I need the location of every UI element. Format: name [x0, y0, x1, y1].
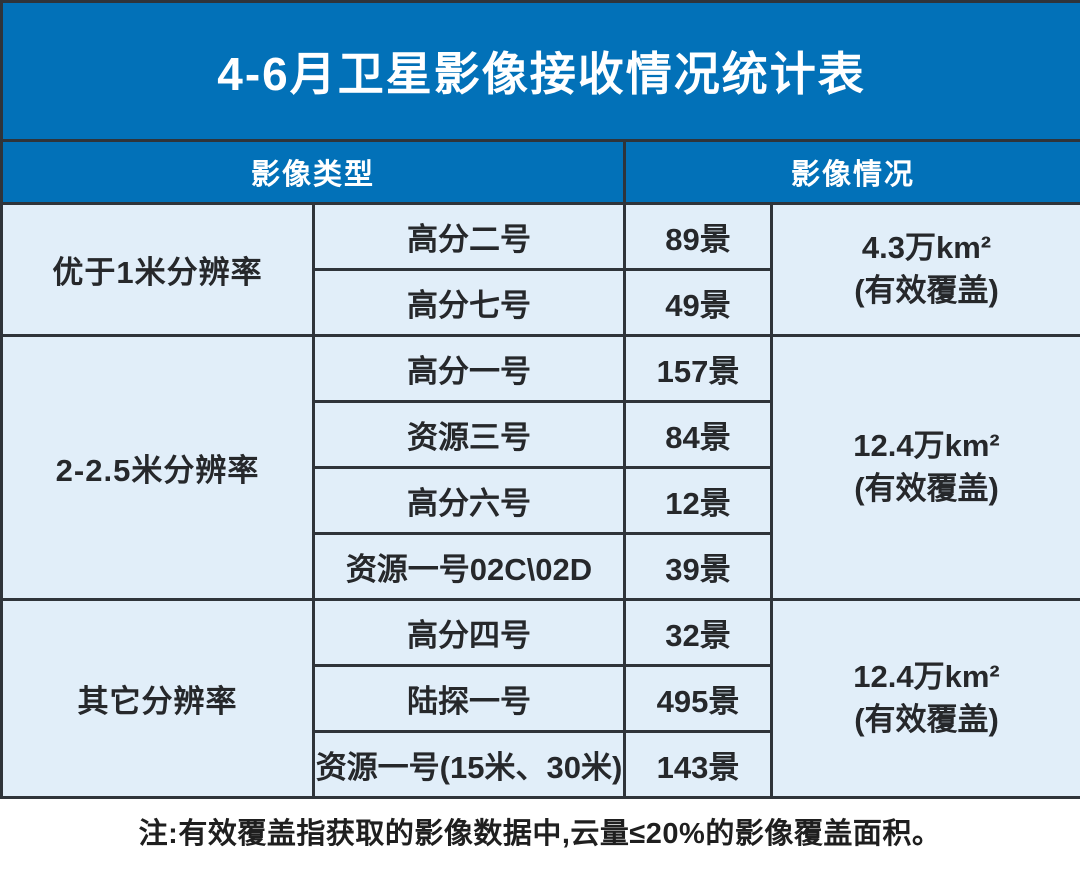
satellite-cell-0-0: 高分二号	[312, 202, 626, 271]
count-cell-0-0: 89景	[623, 202, 773, 271]
count-cell-2-1: 495景	[623, 664, 773, 733]
satellite-cell-2-2: 资源一号(15米、30米)	[312, 730, 626, 799]
satellite-cell-2-1: 陆探一号	[312, 664, 626, 733]
footnote-bar: 注:有效覆盖指获取的影像数据中,云量≤20%的影像覆盖面积。	[0, 799, 1080, 863]
table-row: 优于1米分辨率 高分二号 89景 4.3万km² (有效覆盖)	[0, 202, 1080, 337]
table-row: 资源三号 84景	[2, 400, 1080, 469]
category-cell-0: 优于1米分辨率	[0, 202, 315, 337]
satellite-cell-1-1: 资源三号	[312, 400, 626, 469]
satellite-cell-1-3: 资源一号02C\02D	[312, 532, 626, 601]
page-title: 4-6月卫星影像接收情况统计表	[0, 0, 1080, 142]
table-row: 2-2.5米分辨率 高分一号 157景 12.4万km² (有效覆盖)	[0, 334, 1080, 601]
satellite-reception-table: 4-6月卫星影像接收情况统计表 影像类型 影像情况 优于1米分辨率 高分二号 8…	[0, 0, 1080, 799]
count-cell-1-1: 84景	[623, 400, 773, 469]
satellite-cell-1-0: 高分一号	[312, 334, 626, 403]
table-row: 资源一号(15米、30米) 143景	[2, 730, 1080, 799]
footnote-text: 注:有效覆盖指获取的影像数据中,云量≤20%的影像覆盖面积。	[138, 818, 942, 850]
table-row: 陆探一号 495景	[2, 664, 1080, 733]
count-cell-2-2: 143景	[623, 730, 773, 799]
count-cell-1-0: 157景	[623, 334, 773, 403]
coverage-cell-0: 4.3万km² (有效覆盖)	[769, 202, 1080, 337]
table-row: 资源一号02C\02D 39景	[2, 532, 1080, 601]
table-row: 高分七号 49景	[2, 268, 1080, 337]
coverage-cell-2: 12.4万km² (有效覆盖)	[769, 598, 1080, 799]
satellite-cell-2-0: 高分四号	[312, 598, 626, 667]
category-cell-1: 2-2.5米分辨率	[0, 334, 315, 601]
satellite-cell-0-1: 高分七号	[312, 268, 626, 337]
coverage-area-0: 4.3万km²	[861, 229, 992, 265]
coverage-cell-1: 12.4万km² (有效覆盖)	[769, 334, 1080, 601]
table-row: 高分六号 12景	[2, 466, 1080, 535]
coverage-sublabel-0: (有效覆盖)	[854, 272, 999, 308]
count-cell-1-3: 39景	[623, 532, 773, 601]
column-header-image-type: 影像类型	[0, 139, 626, 205]
header-row: 影像类型 影像情况	[0, 139, 1080, 205]
table-row: 其它分辨率 高分四号 32景 12.4万km² (有效覆盖)	[0, 598, 1080, 799]
coverage-sublabel-2: (有效覆盖)	[854, 701, 999, 737]
count-cell-0-1: 49景	[623, 268, 773, 337]
satellite-cell-1-2: 高分六号	[312, 466, 626, 535]
category-cell-2: 其它分辨率	[0, 598, 315, 799]
count-cell-2-0: 32景	[623, 598, 773, 667]
coverage-sublabel-1: (有效覆盖)	[854, 470, 999, 506]
count-cell-1-2: 12景	[623, 466, 773, 535]
coverage-area-1: 12.4万km²	[853, 427, 1000, 463]
coverage-area-2: 12.4万km²	[853, 658, 1000, 694]
column-header-image-status: 影像情况	[622, 139, 1080, 205]
title-row: 4-6月卫星影像接收情况统计表	[0, 0, 1080, 142]
